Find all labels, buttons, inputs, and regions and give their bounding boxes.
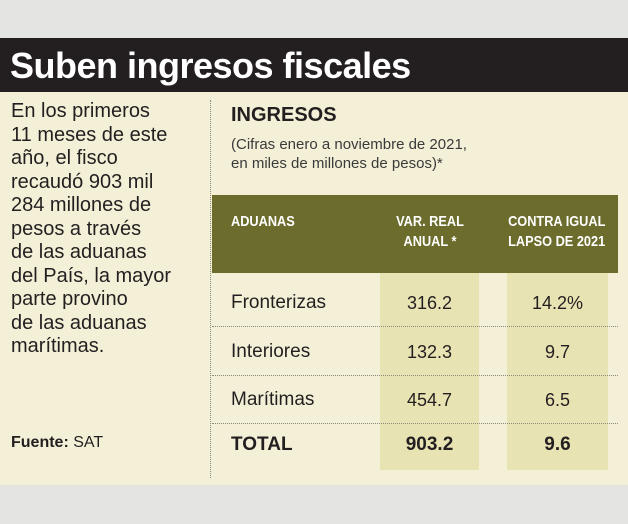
header-contra-igual: CONTRA IGUAL LAPSO DE 2021	[508, 212, 606, 252]
note-line: en miles de millones de pesos)*	[231, 155, 443, 172]
header-lapse-line: LAPSO DE 2021	[508, 233, 606, 250]
row-lapse: 14.2%	[531, 293, 584, 313]
lead-line: pesos a través	[11, 217, 142, 240]
table-total-row: TOTAL 903.2 9.6	[212, 421, 618, 469]
source-label: Fuente:	[11, 434, 69, 451]
note-line: (Cifras enero a noviembre de 2021,	[231, 136, 467, 153]
table-row: Fronterizas 316.2 14.2%	[212, 279, 618, 327]
lead-line: recaudó 903 mil	[11, 170, 154, 193]
header-var-line: ANUAL *	[403, 233, 457, 250]
lead-line: año, el fisco	[11, 147, 118, 169]
row-name: Marítimas	[231, 389, 315, 410]
lead-line: En los primeros	[11, 100, 150, 122]
row-name: Fronterizas	[231, 292, 327, 313]
total-lapse: 9.6	[544, 434, 571, 455]
table-row: Marítimas 454.7 6.5	[212, 376, 618, 424]
header-var-line: VAR. REAL	[396, 213, 464, 230]
table-row: Interiores 132.3 9.7	[212, 328, 618, 376]
lead-text: En los primeros 11 meses de este año, el…	[11, 100, 201, 359]
headline-bar: Suben ingresos fiscales	[0, 38, 628, 92]
column-divider	[210, 100, 211, 478]
header-aduanas: ADUANAS	[231, 213, 295, 230]
row-name: Interiores	[231, 341, 311, 362]
row-var: 316.2	[406, 293, 453, 313]
total-label: TOTAL	[231, 434, 293, 455]
row-rule	[212, 375, 618, 376]
section-title: INGRESOS	[231, 104, 337, 126]
lead-line: 284 millones de	[11, 194, 152, 216]
lead-line: 11 meses de este	[11, 123, 168, 146]
lead-line: marítimas.	[11, 335, 105, 357]
total-var: 903.2	[405, 434, 454, 455]
row-lapse: 9.7	[544, 342, 571, 362]
row-var: 132.3	[406, 342, 453, 362]
section-note: (Cifras enero a noviembre de 2021, en mi…	[231, 135, 531, 173]
header-lapse-line: CONTRA IGUAL	[508, 213, 606, 230]
table-header: ADUANAS VAR. REAL ANUAL * CONTRA IGUAL L…	[212, 195, 618, 273]
row-lapse: 6.5	[544, 390, 571, 410]
source-value: SAT	[73, 434, 104, 451]
lapse-column-highlight	[507, 273, 608, 470]
lead-line: de las aduanas	[11, 311, 147, 334]
lead-line: parte provino	[11, 288, 128, 310]
infographic-card: Suben ingresos fiscales En los primeros …	[0, 38, 628, 485]
lead-line: del País, la mayor	[11, 264, 172, 287]
lead-line: de las aduanas	[11, 241, 147, 263]
headline: Suben ingresos fiscales	[10, 45, 411, 86]
header-var-real: VAR. REAL ANUAL *	[388, 212, 473, 252]
var-column-highlight	[380, 273, 479, 470]
row-rule	[212, 326, 618, 327]
row-var: 454.7	[406, 390, 453, 410]
row-rule	[212, 423, 618, 424]
source-credit: Fuente: SAT	[11, 433, 103, 453]
